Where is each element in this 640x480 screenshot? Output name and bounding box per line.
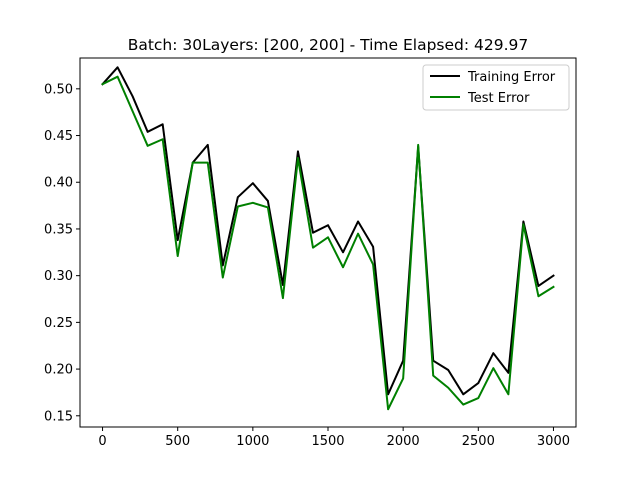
data-point-training-error <box>492 352 495 355</box>
data-point-training-error <box>372 245 374 248</box>
y-tick-label: 0.20 <box>44 363 73 378</box>
data-point-training-error <box>221 264 224 267</box>
series-line-test-error <box>101 75 555 411</box>
data-point-test-error <box>176 255 179 257</box>
data-point-test-error <box>297 157 299 159</box>
data-point-training-error <box>477 382 480 384</box>
data-point-test-error <box>161 138 164 141</box>
plot-area-frame <box>79 57 577 428</box>
y-tick-label: 0.25 <box>44 316 73 331</box>
data-point-training-error <box>252 182 254 184</box>
data-point-training-error <box>161 123 164 126</box>
data-point-test-error <box>327 236 329 239</box>
data-point-test-error <box>522 223 525 226</box>
data-point-test-error <box>462 403 465 406</box>
y-tick-label: 0.50 <box>44 82 73 97</box>
data-point-test-error <box>492 367 495 369</box>
data-point-test-error <box>131 110 134 113</box>
x-tick-label: 2000 <box>387 434 420 449</box>
data-point-test-error <box>387 408 389 411</box>
data-point-test-error <box>191 161 194 164</box>
data-point-test-error <box>282 297 284 299</box>
data-point-test-error <box>417 144 419 146</box>
data-point-training-error <box>507 372 510 374</box>
y-tick-label: 0.35 <box>44 222 73 237</box>
data-point-training-error <box>206 144 209 146</box>
data-point-test-error <box>252 202 254 204</box>
data-point-training-error <box>537 285 540 287</box>
data-point-test-error <box>206 161 209 164</box>
data-point-test-error <box>237 205 239 208</box>
x-tick-label: 500 <box>165 434 190 449</box>
data-point-test-error <box>357 232 359 235</box>
data-point-test-error <box>507 393 510 396</box>
data-point-training-error <box>552 274 555 277</box>
x-tick-label: 3000 <box>537 434 570 449</box>
data-point-training-error <box>267 200 269 202</box>
legend-label-training-error: Training Error <box>467 70 556 85</box>
data-point-test-error <box>146 145 149 147</box>
data-point-training-error <box>312 231 314 234</box>
data-point-training-error <box>116 66 119 69</box>
data-point-test-error <box>372 263 374 266</box>
data-point-test-error <box>537 295 540 298</box>
chart-title: Batch: 30Layers: [200, 200] - Time Elaps… <box>128 36 529 54</box>
data-point-training-error <box>342 251 344 254</box>
data-point-test-error <box>447 386 450 389</box>
data-point-training-error <box>297 150 299 153</box>
data-point-training-error <box>387 393 389 396</box>
data-point-training-error <box>146 131 149 133</box>
data-point-training-error <box>462 393 465 396</box>
x-tick-label: 1500 <box>311 434 344 449</box>
data-point-test-error <box>312 246 314 249</box>
series-layer <box>101 66 555 411</box>
data-point-test-error <box>221 276 224 279</box>
y-tick-label: 0.40 <box>44 176 73 191</box>
y-tick-label: 0.30 <box>44 269 73 284</box>
x-axis: 0 500 1000 1500 2000 2500 3000 <box>98 427 570 449</box>
data-point-test-error <box>552 286 555 288</box>
legend-label-test-error: Test Error <box>467 91 530 106</box>
data-point-test-error <box>402 377 404 380</box>
data-point-test-error <box>101 83 104 85</box>
data-point-test-error <box>267 206 269 209</box>
data-point-training-error <box>237 196 239 198</box>
data-point-training-error <box>357 220 359 223</box>
series-line-training-error <box>101 66 555 396</box>
data-point-training-error <box>131 95 134 98</box>
data-point-test-error <box>342 266 344 269</box>
data-point-training-error <box>447 369 450 371</box>
y-tick-label: 0.15 <box>44 409 73 424</box>
x-tick-label: 0 <box>98 434 106 449</box>
legend: Training Error Test Error <box>422 64 570 111</box>
data-point-test-error <box>477 397 480 399</box>
x-tick-label: 2500 <box>462 434 495 449</box>
data-point-training-error <box>176 239 179 241</box>
y-tick-label: 0.45 <box>44 129 73 144</box>
x-tick-label: 1000 <box>236 434 269 449</box>
data-point-test-error <box>116 75 119 78</box>
y-axis: 0.15 0.20 0.25 0.30 0.35 0.40 0.45 0.50 <box>44 82 80 424</box>
data-point-training-error <box>522 220 525 223</box>
data-point-training-error <box>327 224 329 227</box>
data-point-test-error <box>432 374 435 377</box>
